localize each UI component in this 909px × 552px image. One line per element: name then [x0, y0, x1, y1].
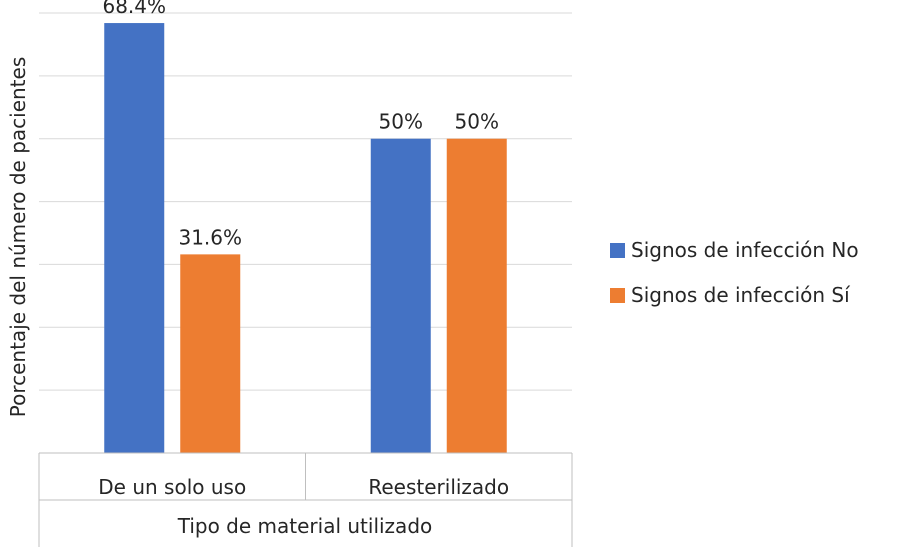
data-label: 68.4%: [102, 0, 166, 18]
bar: [104, 23, 165, 454]
legend-item-no: Signos de infección No: [610, 236, 859, 264]
legend-swatch-no: [610, 242, 625, 258]
data-label: 31.6%: [178, 225, 242, 249]
axes: De un solo uso Reesterilizado: [38, 452, 573, 547]
bars: [104, 23, 507, 454]
legend: Signos de infección No Signos de infecci…: [610, 236, 859, 326]
data-label: 50%: [455, 110, 499, 134]
category-label: De un solo uso: [98, 475, 246, 499]
data-label: 50%: [379, 110, 423, 134]
bar: [180, 254, 241, 453]
y-axis-label: Porcentaje del número de pacientes: [6, 57, 30, 418]
bar: [370, 138, 431, 453]
category-label: Reesterilizado: [368, 475, 509, 499]
legend-item-si: Signos de infección Sí: [610, 281, 859, 309]
legend-swatch-si: [610, 287, 625, 303]
x-axis-label: Tipo de material utilizado: [177, 514, 433, 538]
legend-label-no: Signos de infección No: [631, 238, 859, 262]
data-labels: 68.4% 31.6% 50% 50%: [102, 0, 499, 249]
legend-label-si: Signos de infección Sí: [631, 283, 850, 307]
bar: [446, 138, 507, 453]
